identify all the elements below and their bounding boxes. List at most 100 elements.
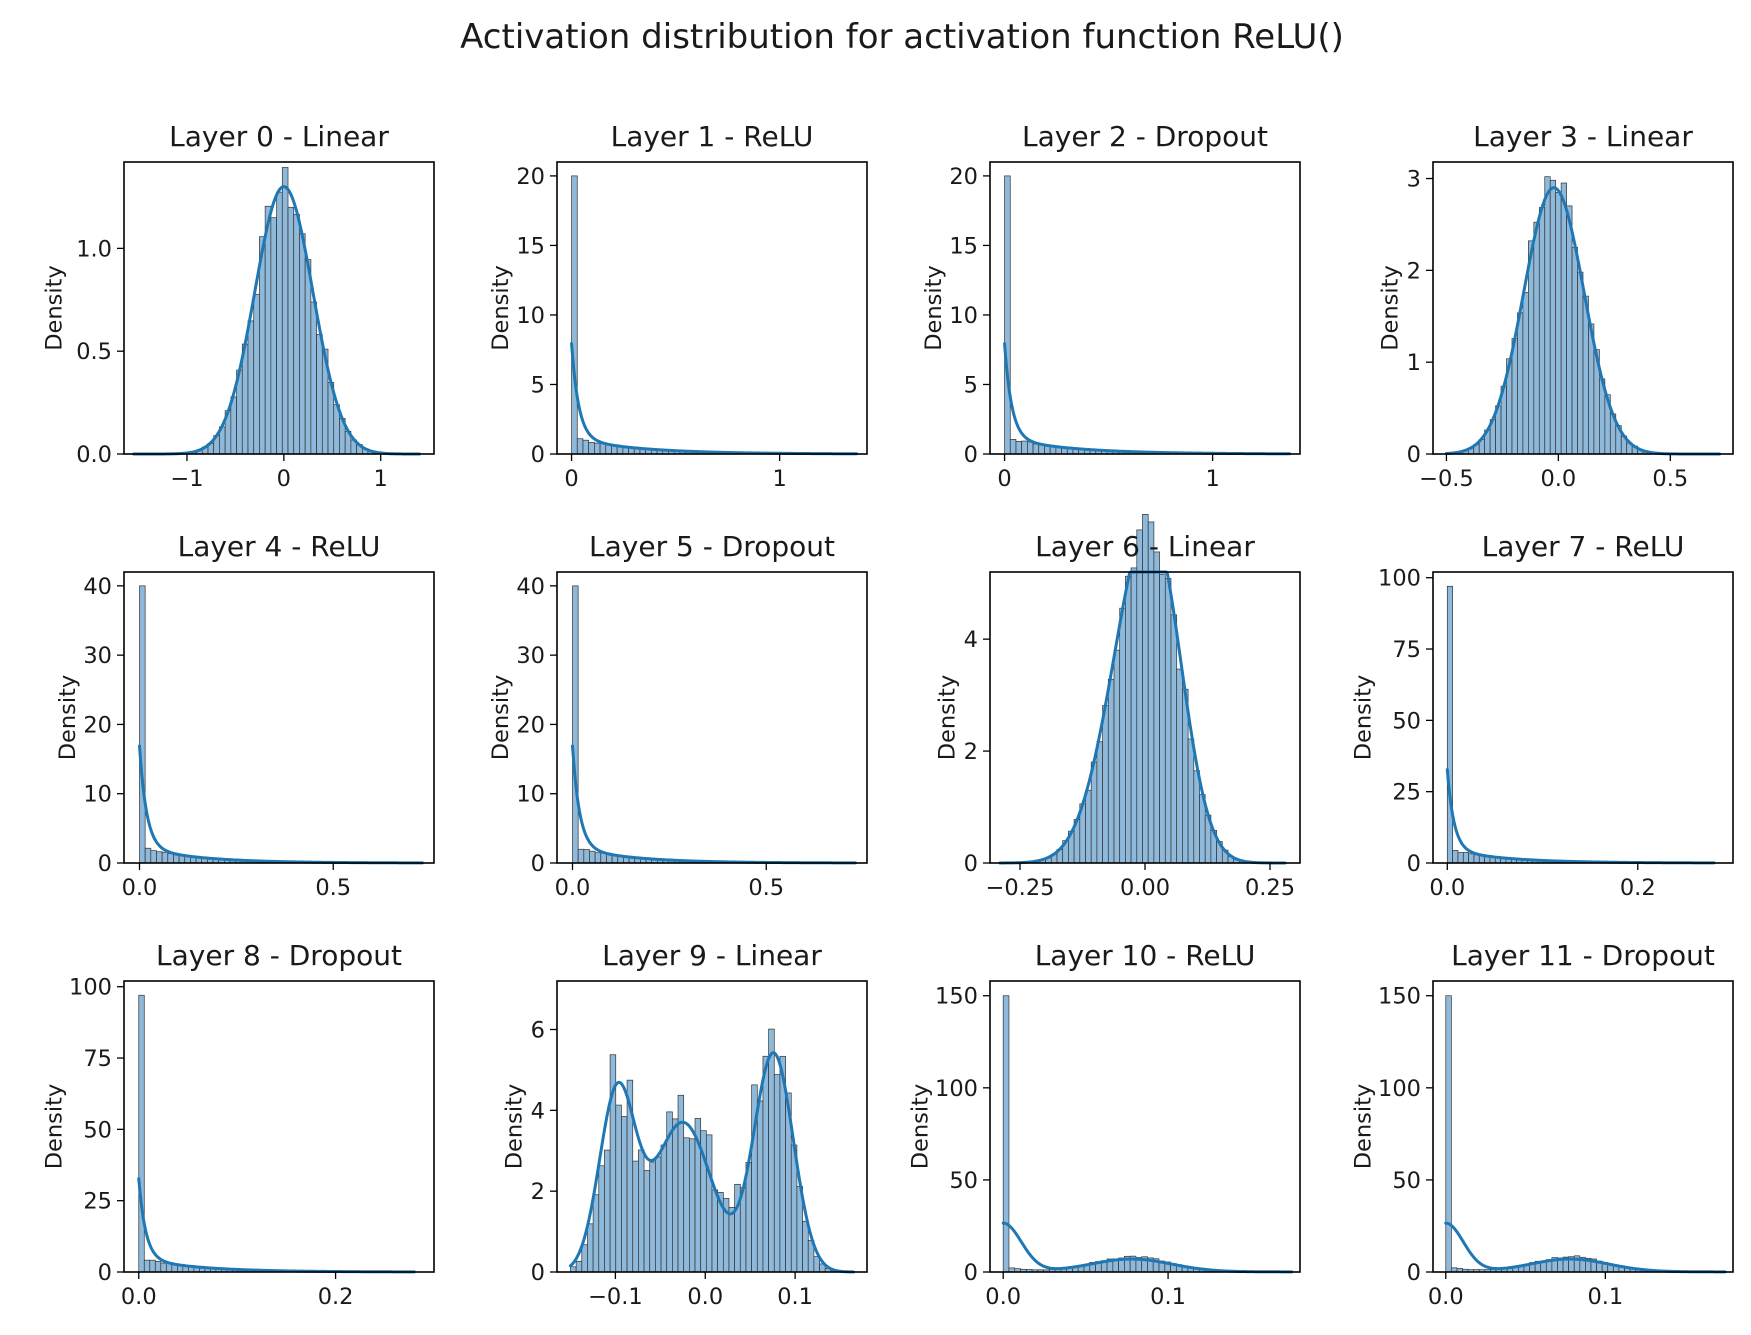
y-tick-label: 2 (964, 739, 978, 765)
y-tick-label: 6 (531, 1018, 545, 1044)
x-tick-label: 1 (772, 466, 786, 492)
histogram-bar (1142, 514, 1149, 864)
histogram-bar (1102, 705, 1109, 864)
histogram-bar (621, 1116, 628, 1273)
y-axis-label: Density (1378, 265, 1404, 351)
y-tick-label: 15 (949, 233, 978, 259)
histogram-bar (575, 1260, 583, 1273)
histogram-bar (588, 442, 595, 455)
y-tick-label: 1.0 (76, 236, 112, 262)
y-axis-label: Density (908, 1084, 934, 1170)
histogram-bar (1462, 852, 1469, 864)
subplot-layer-0: −1 0 1 0.0 0.5 1.0 Layer 0 - Linear Density (42, 120, 435, 492)
histogram-bar (144, 847, 152, 864)
y-axis-label: Density (488, 265, 514, 351)
histogram-bar (1187, 738, 1195, 864)
x-tick-label: 0.0 (687, 1284, 723, 1310)
x-tick-label: −0.25 (986, 875, 1055, 901)
y-axis-label: Density (921, 265, 947, 351)
x-tick-label: −1 (170, 466, 203, 492)
histogram-bar (1002, 995, 1010, 1273)
y-axis-label: Density (488, 675, 514, 761)
histogram-bar (604, 1149, 611, 1273)
y-axis-label: Density (935, 675, 961, 761)
histogram-bar (1522, 292, 1529, 455)
subplot-layer-4: 0.0 0.5 0 10 20 30 40 Layer 4 - ReLU Density (55, 530, 435, 901)
y-tick-label: 50 (1392, 1168, 1421, 1194)
x-tick-label: 0.00 (1120, 875, 1170, 901)
y-tick-label: 0 (98, 851, 112, 877)
x-tick-label: 0.0 (122, 875, 158, 901)
histogram-bar (638, 1149, 645, 1273)
x-tick-label: 0.25 (1245, 875, 1295, 901)
histogram-bar (672, 1118, 679, 1273)
y-tick-label: 40 (516, 574, 545, 600)
y-tick-label: 100 (1378, 566, 1421, 592)
figure-title: Activation distribution for activation f… (460, 17, 1344, 57)
subplot-layer-5: 0.0 0.5 0 10 20 30 40 Layer 5 - Dropout Density (488, 530, 868, 901)
histogram-bar (594, 442, 601, 455)
histogram-bar (683, 1137, 690, 1273)
x-tick-label: 1 (1205, 466, 1219, 492)
y-tick-label: 0 (531, 851, 545, 877)
y-tick-label: 25 (83, 1189, 112, 1215)
y-tick-label: 20 (516, 164, 545, 190)
y-tick-label: 0 (1407, 851, 1421, 877)
histogram-bar (276, 191, 283, 455)
x-tick-label: 0.0 (985, 1284, 1021, 1310)
y-tick-label: 75 (1392, 637, 1421, 663)
y-tick-label: 150 (935, 984, 978, 1010)
y-tick-label: 150 (1378, 984, 1421, 1010)
histogram-bar (156, 851, 163, 864)
histogram-bar (143, 1259, 151, 1273)
subplot-title: Layer 1 - ReLU (611, 120, 814, 153)
kde-curve (137, 1177, 416, 1274)
y-tick-label: 0 (964, 442, 978, 468)
y-tick-label: 0 (964, 1260, 978, 1286)
y-tick-label: 10 (516, 782, 545, 808)
subplot-title: Layer 8 - Dropout (156, 939, 402, 972)
subplot-title: Layer 10 - ReLU (1035, 939, 1256, 972)
y-tick-label: 10 (83, 782, 112, 808)
y-tick-label: 0 (1407, 442, 1421, 468)
y-tick-label: 50 (83, 1117, 112, 1143)
histogram-bar (762, 1055, 769, 1273)
subplot-layer-3: −0.5 0.0 0.5 0 1 2 3 Layer 3 - Linear Density (1378, 120, 1734, 492)
x-tick-label: 0 (997, 466, 1011, 492)
histogram-bar (1582, 295, 1589, 455)
x-tick-label: 0.0 (1540, 466, 1576, 492)
subplot-layer-6: −0.25 0.00 0.25 0 2 4 Layer 6 - Linear Density (935, 514, 1301, 901)
y-tick-label: 0.0 (76, 442, 112, 468)
histogram-bar (576, 438, 584, 455)
histogram-bar (253, 293, 260, 455)
histogram-bar (705, 1134, 713, 1273)
histogram-bar (1021, 440, 1028, 455)
histogram-bar (264, 205, 272, 455)
histogram-bar (1009, 439, 1017, 455)
y-tick-label: 2 (1407, 258, 1421, 284)
histogram-bar (1533, 221, 1540, 455)
histogram-bar (1538, 207, 1546, 455)
histogram-bar (577, 848, 585, 864)
histogram-bar (304, 259, 312, 455)
histogram-bar (660, 1144, 668, 1273)
histogram-bar (599, 443, 607, 455)
y-tick-label: 75 (83, 1046, 112, 1072)
axes-frame (1432, 161, 1734, 455)
subplot-title: Layer 4 - ReLU (178, 530, 381, 563)
histogram-bar (1027, 441, 1034, 455)
y-tick-label: 4 (531, 1098, 545, 1124)
y-axis-label: Density (55, 675, 81, 761)
x-tick-label: 0.1 (777, 1284, 813, 1310)
y-tick-label: 20 (516, 712, 545, 738)
subplot-title: Layer 0 - Linear (169, 120, 389, 153)
x-tick-label: 0.2 (318, 1284, 354, 1310)
y-tick-label: 100 (935, 1076, 978, 1102)
y-tick-label: 15 (516, 233, 545, 259)
kde-curve (571, 744, 857, 865)
histogram-bar (605, 444, 612, 455)
subplot-title: Layer 11 - Dropout (1451, 939, 1715, 972)
kde-curve (1003, 342, 1292, 456)
